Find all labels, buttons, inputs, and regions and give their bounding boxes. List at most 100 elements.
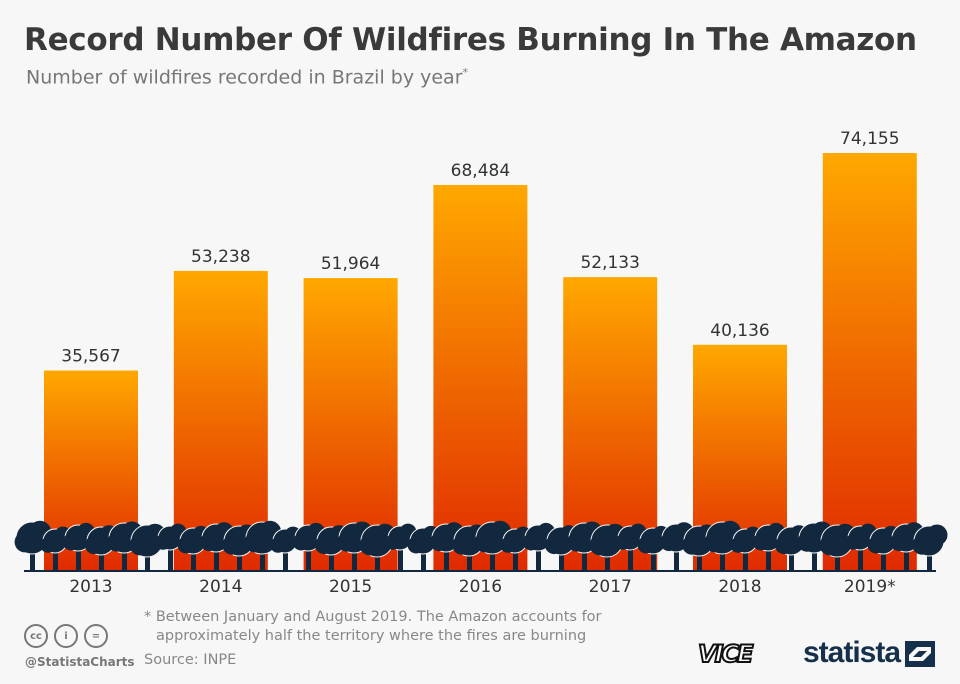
value-label: 53,238 xyxy=(191,247,250,267)
tree-crown xyxy=(845,534,861,550)
tree-trunk xyxy=(513,541,518,571)
value-label: 51,964 xyxy=(321,254,380,274)
license-icons[interactable]: cc i = xyxy=(24,624,108,648)
tree-trunk xyxy=(812,538,817,571)
cc-icon[interactable]: cc xyxy=(24,624,48,648)
tree-crown xyxy=(62,533,80,551)
tree-trunk xyxy=(720,538,725,571)
tree-trunk xyxy=(444,538,449,571)
x-tick-label: 2014 xyxy=(199,577,242,597)
value-label: 52,133 xyxy=(580,253,639,273)
tree-crown xyxy=(474,531,496,553)
tree-crown xyxy=(889,532,909,552)
tree-trunk xyxy=(881,541,886,571)
tree-crown xyxy=(544,535,564,555)
tree-trunk xyxy=(421,541,426,571)
bar-2016 xyxy=(433,184,528,571)
subtitle-text: Number of wildfires recorded in Brazil b… xyxy=(26,66,463,89)
tree-trunk xyxy=(214,538,219,571)
footnote: * Between January and August 2019. The A… xyxy=(144,608,602,646)
tree-crown xyxy=(522,533,540,551)
tree-crown xyxy=(589,534,611,556)
tree-crown xyxy=(730,537,746,553)
tree-crown xyxy=(500,537,516,553)
tree-trunk xyxy=(191,541,196,571)
bar-2017 xyxy=(563,277,658,571)
statista-logo[interactable]: statista xyxy=(803,636,901,669)
tree-trunk xyxy=(789,541,794,571)
bar-2014 xyxy=(173,270,268,571)
tree-trunk xyxy=(398,538,403,571)
tree-crown xyxy=(385,534,401,550)
tree-crown xyxy=(177,536,195,554)
tree-crown xyxy=(752,533,770,551)
tree-crown xyxy=(222,535,242,555)
tree-trunk xyxy=(858,538,863,571)
tree-crown xyxy=(84,535,104,555)
no-derivatives-icon[interactable]: = xyxy=(84,624,108,648)
tree-trunk xyxy=(283,541,288,571)
subtitle-asterisk: * xyxy=(462,66,469,79)
tree-trunk xyxy=(76,538,81,571)
attribution-icon[interactable]: i xyxy=(54,624,78,648)
bar-2019* xyxy=(822,153,917,571)
tree-crown xyxy=(567,532,587,552)
tree-trunk xyxy=(53,541,58,571)
tree-crown xyxy=(704,531,726,553)
tree-crown xyxy=(292,533,310,551)
tree-trunk xyxy=(743,541,748,571)
source: Source: INPE xyxy=(144,652,237,668)
tree-crown xyxy=(14,531,36,553)
vice-logo: VICE xyxy=(697,639,754,669)
value-label: 74,155 xyxy=(840,129,899,149)
tree-crown xyxy=(337,532,357,552)
chart-title: Record Number Of Wildfires Burning In Th… xyxy=(24,22,917,58)
tree-trunk xyxy=(352,538,357,571)
tree-trunk xyxy=(99,541,104,571)
tree-crown xyxy=(659,532,679,552)
tree-crown xyxy=(107,532,127,552)
tree-trunk xyxy=(559,541,564,571)
tree-crown xyxy=(244,531,266,553)
tree-trunk xyxy=(628,538,633,571)
tree-crown xyxy=(407,536,425,554)
tree-trunk xyxy=(30,538,35,571)
twitter-handle[interactable]: @StatistaCharts xyxy=(25,655,135,669)
value-label: 35,567 xyxy=(61,347,120,367)
tree-crown xyxy=(637,536,655,554)
tree-trunk xyxy=(260,538,265,571)
value-label: 40,136 xyxy=(710,321,769,341)
x-tick-label: 2016 xyxy=(459,577,502,597)
chart-subtitle: Number of wildfires recorded in Brazil b… xyxy=(26,66,468,88)
tree-trunk xyxy=(674,538,679,571)
tree-crown xyxy=(926,524,948,546)
tree-trunk xyxy=(536,538,541,571)
tree-trunk xyxy=(582,538,587,571)
footnote-line-1: * Between January and August 2019. The A… xyxy=(144,609,602,625)
tree-trunk xyxy=(904,538,909,571)
tree-crown xyxy=(774,535,794,555)
x-tick-label: 2017 xyxy=(589,577,632,597)
tree-crown xyxy=(429,532,449,552)
tree-trunk xyxy=(329,541,334,571)
tree-crown xyxy=(270,537,286,553)
tree-crown xyxy=(867,536,885,554)
tree-silhouettes xyxy=(14,520,948,571)
tree-crown xyxy=(129,534,151,556)
tree-crown xyxy=(314,535,334,555)
x-tick-label: 2019* xyxy=(844,577,896,597)
value-label: 68,484 xyxy=(451,161,510,181)
tree-crown xyxy=(797,532,817,552)
tree-trunk xyxy=(766,538,771,571)
tree-trunk xyxy=(490,538,495,571)
tree-crown xyxy=(682,535,702,555)
footnote-line-2: approximately half the territory where t… xyxy=(156,628,587,644)
tree-trunk xyxy=(122,538,127,571)
tree-crown xyxy=(819,534,841,556)
tree-crown xyxy=(359,534,381,556)
tree-crown xyxy=(615,534,631,550)
statista-logo-icon xyxy=(905,641,935,667)
tree-trunk xyxy=(168,538,173,571)
